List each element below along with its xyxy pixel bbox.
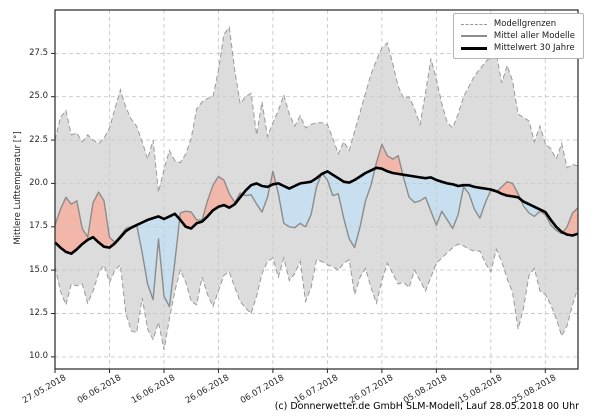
legend-label: Modellgrenzen	[493, 19, 557, 29]
legend-item-modellgrenzen: Modellgrenzen	[460, 18, 575, 30]
y-tick-label: 20.0	[29, 177, 48, 188]
y-tick-label: 17.5	[29, 221, 48, 232]
y-tick-label: 15.0	[29, 264, 48, 275]
legend-item-mittel-aller-modelle: Mittel aller Modelle	[460, 30, 575, 42]
chart-legend: Modellgrenzen Mittel aller Modelle Mitte…	[452, 13, 584, 59]
model-max-line	[54, 26, 579, 193]
y-tick-label: 10.0	[29, 351, 48, 362]
y-tick-label: 22.5	[29, 134, 48, 145]
y-tick-label: 25.0	[29, 91, 48, 102]
cooler-than-normal-fill	[55, 167, 578, 307]
copyright-caption: (c) Donnerwetter.de GmbH SLM-Modell, Lau…	[274, 401, 579, 412]
grid-lines	[54, 10, 578, 369]
legend-label: Mittel aller Modelle	[493, 31, 575, 41]
y-tick-label: 12.5	[29, 308, 48, 318]
gray-line-sample-icon	[460, 35, 487, 37]
model-min-line	[54, 243, 579, 350]
y-tick-label: 27.5	[29, 47, 48, 58]
black-line-sample-icon	[460, 46, 487, 50]
legend-label: Mittelwert 30 Jahre	[493, 43, 575, 53]
plot-border	[54, 9, 579, 370]
axis-ticks	[51, 52, 546, 373]
dashed-line-sample-icon	[460, 23, 487, 25]
legend-item-mittelwert-30-jahre: Mittelwert 30 Jahre	[460, 42, 575, 54]
mean-30y-line	[54, 166, 579, 255]
